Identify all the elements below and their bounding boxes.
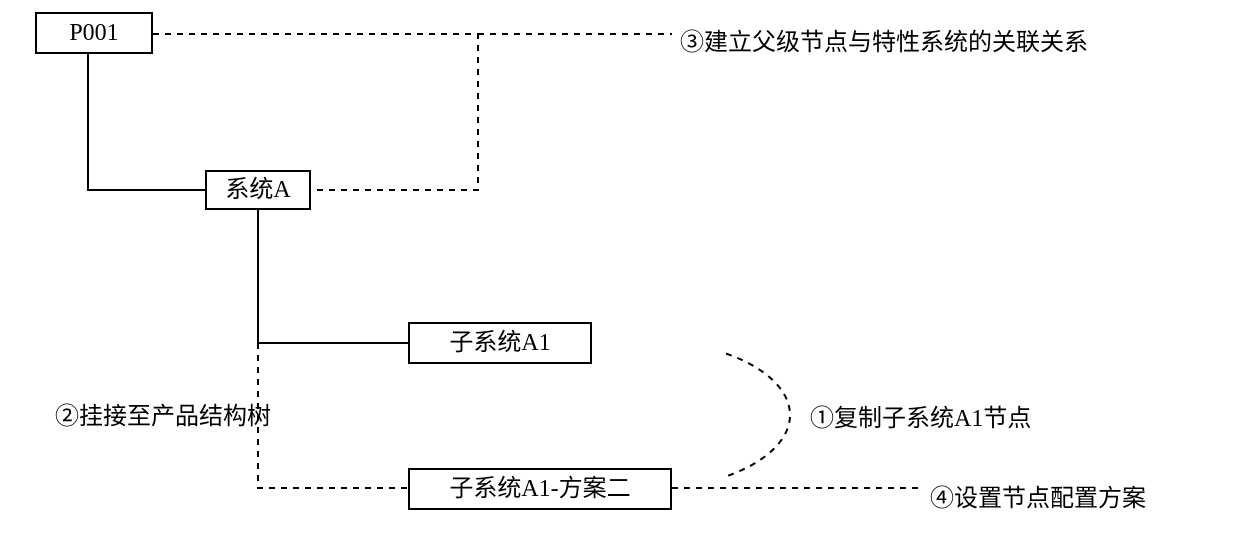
diagram-canvas: P001 系统A 子系统A1 子系统A1-方案二 ③建立父级节点与特性系统的关联… xyxy=(0,0,1240,544)
annotation-2: ②挂接至产品结构树 xyxy=(55,396,271,431)
node-p001: P001 xyxy=(35,12,153,54)
node-subsystem-a1-plan2: 子系统A1-方案二 xyxy=(408,468,672,510)
node-system-a-label: 系统A xyxy=(225,178,290,202)
annotation-4: ④设置节点配置方案 xyxy=(930,478,1146,513)
node-subsystem-a1-label: 子系统A1 xyxy=(449,331,550,355)
node-subsystem-a1: 子系统A1 xyxy=(408,322,592,364)
annotation-3: ③建立父级节点与特性系统的关联关系 xyxy=(680,22,1088,57)
annotation-1: ①复制子系统A1节点 xyxy=(810,398,1031,433)
node-system-a: 系统A xyxy=(205,170,311,210)
node-p001-label: P001 xyxy=(69,21,118,45)
connectors-layer xyxy=(0,0,1240,544)
node-subsystem-a1-plan2-label: 子系统A1-方案二 xyxy=(449,477,630,501)
